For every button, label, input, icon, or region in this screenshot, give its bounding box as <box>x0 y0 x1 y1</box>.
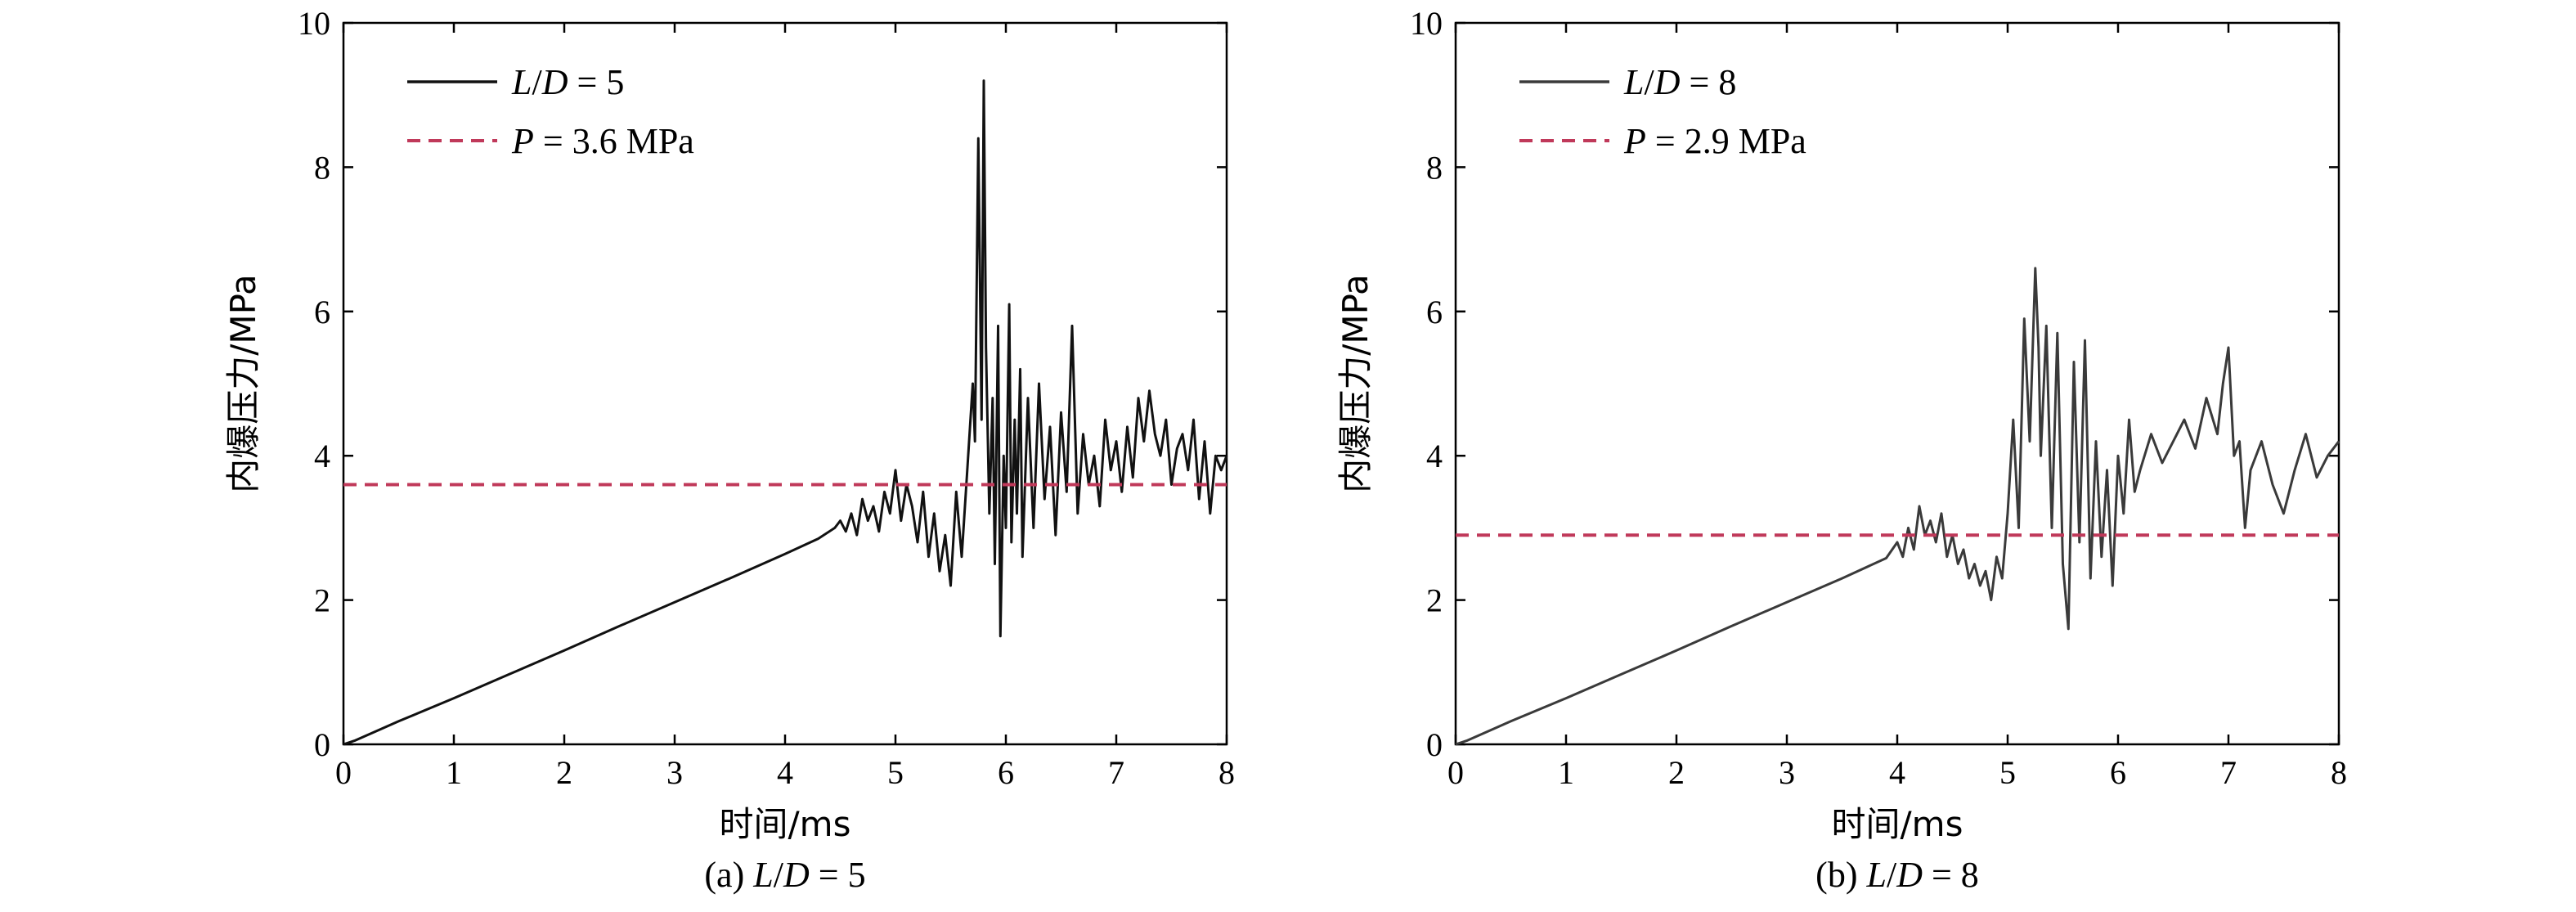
y-tick-label: 2 <box>1426 582 1443 619</box>
text-part: / <box>532 62 542 102</box>
x-tick-label: 5 <box>887 754 904 791</box>
text-part: D <box>1654 62 1681 102</box>
series-line <box>343 79 1228 746</box>
y-tick-label: 6 <box>1426 294 1443 330</box>
y-tick-label: 0 <box>1426 726 1443 763</box>
panel-caption: (b) L/D = 8 <box>1815 855 1979 895</box>
y-tick-label: 0 <box>314 726 330 763</box>
y-tick-label: 6 <box>314 294 330 330</box>
series-line <box>1455 267 2340 746</box>
x-tick-label: 2 <box>556 754 572 791</box>
text-part: = 8 <box>1681 62 1737 102</box>
legend-label: P = 2.9 MPa <box>1623 121 1806 161</box>
panel-caption: (a) L/D = 5 <box>704 855 865 895</box>
text-part: = 8 <box>1923 855 1979 895</box>
text-part: = 5 <box>810 855 866 895</box>
text-part: L <box>1865 855 1886 895</box>
text-part: P <box>511 121 534 161</box>
x-tick-label: 4 <box>1889 754 1905 791</box>
text-part: = 2.9 MPa <box>1646 121 1806 161</box>
text-part: (a) <box>704 855 753 895</box>
text-part: (b) <box>1815 855 1866 895</box>
text-part: D <box>541 62 568 102</box>
y-tick-label: 2 <box>314 582 330 619</box>
legend-label: L/D = 8 <box>1623 62 1736 102</box>
x-tick-label: 4 <box>777 754 793 791</box>
x-tick-label: 5 <box>1999 754 2016 791</box>
legend-label: L/D = 5 <box>511 62 624 102</box>
x-tick-label: 7 <box>1108 754 1124 791</box>
legend-label: P = 3.6 MPa <box>511 121 694 161</box>
x-tick-label: 3 <box>666 754 683 791</box>
y-axis-label: 内爆压力/MPa <box>223 274 263 493</box>
x-tick-label: 7 <box>2220 754 2237 791</box>
text-part: / <box>774 855 784 895</box>
x-tick-label: 0 <box>335 754 352 791</box>
text-part: / <box>1644 62 1654 102</box>
x-tick-label: 6 <box>998 754 1014 791</box>
y-tick-label: 10 <box>1410 5 1443 42</box>
text-part: / <box>1887 855 1897 895</box>
x-tick-label: 8 <box>2331 754 2347 791</box>
text-part: D <box>1896 855 1923 895</box>
x-tick-label: 3 <box>1779 754 1795 791</box>
y-tick-label: 8 <box>314 149 330 186</box>
x-tick-label: 8 <box>1218 754 1235 791</box>
y-axis-label: 内爆压力/MPa <box>1335 274 1376 493</box>
text-part: L <box>1623 62 1644 102</box>
text-part: = 5 <box>568 62 625 102</box>
x-tick-label: 1 <box>1558 754 1574 791</box>
x-tick-label: 1 <box>446 754 462 791</box>
x-tick-label: 2 <box>1668 754 1685 791</box>
text-part: D <box>783 855 810 895</box>
x-tick-label: 0 <box>1447 754 1464 791</box>
y-tick-label: 8 <box>1426 149 1443 186</box>
x-axis-label: 时间/ms <box>1832 804 1963 844</box>
text-part: L <box>752 855 773 895</box>
text-part: P <box>1623 121 1646 161</box>
text-part: L <box>511 62 532 102</box>
x-tick-label: 6 <box>2110 754 2126 791</box>
y-tick-label: 4 <box>1426 438 1443 474</box>
y-tick-label: 4 <box>314 438 330 474</box>
x-axis-label: 时间/ms <box>720 804 851 844</box>
text-part: = 3.6 MPa <box>534 121 694 161</box>
y-tick-label: 10 <box>298 5 330 42</box>
